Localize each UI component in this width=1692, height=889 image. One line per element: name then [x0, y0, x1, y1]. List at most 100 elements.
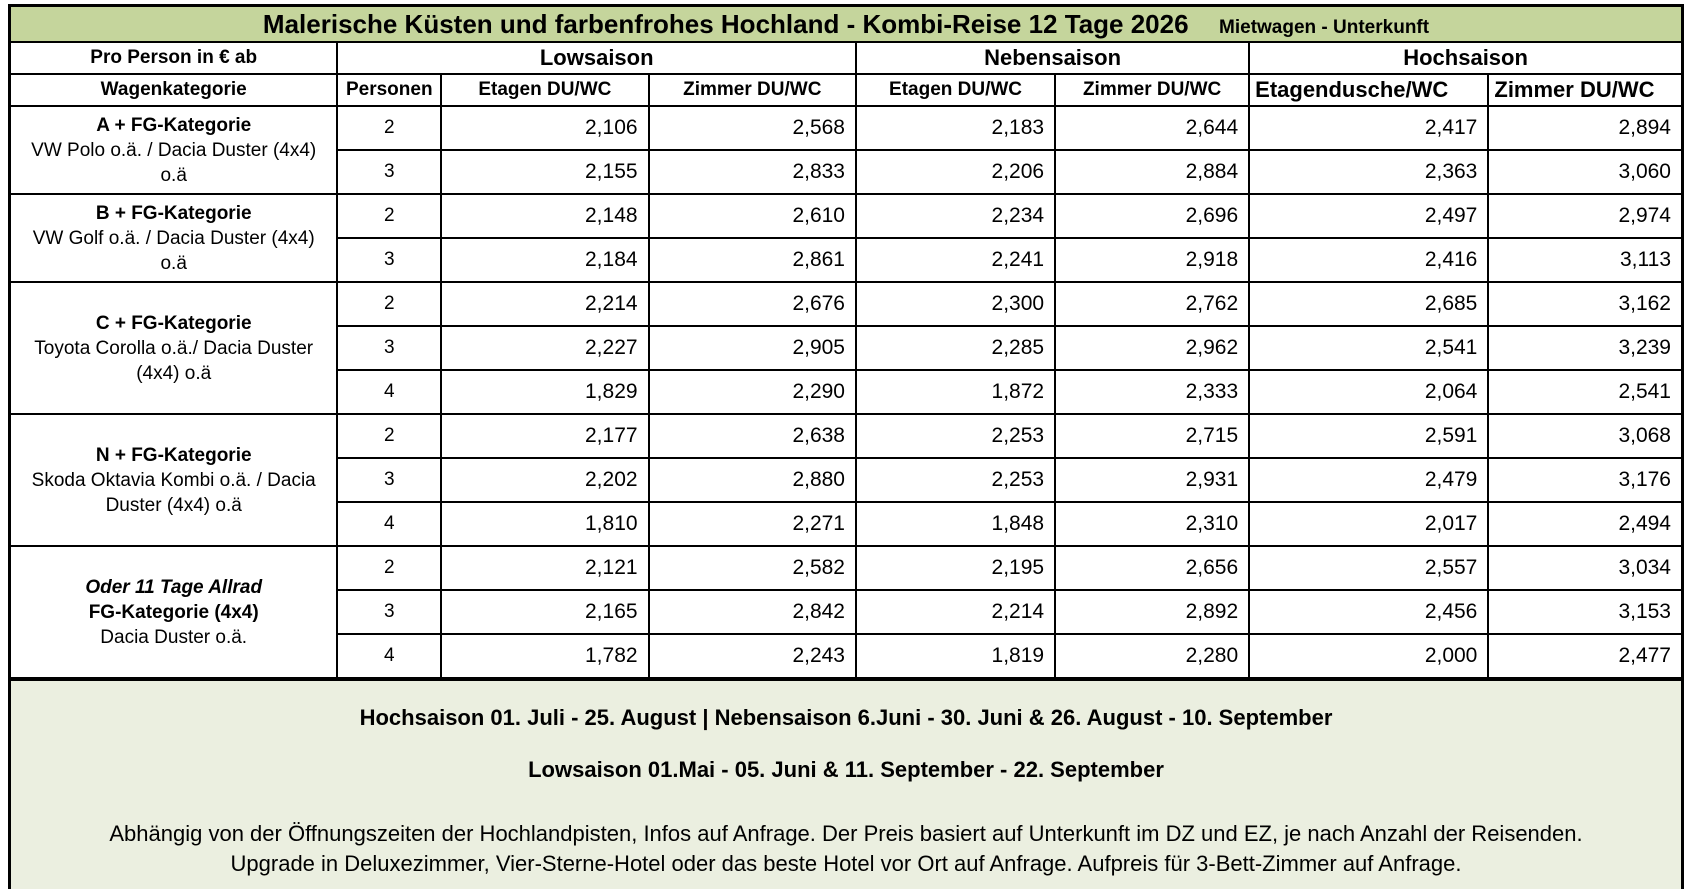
price-cell: 2,833 [647, 149, 858, 195]
price-cell: 2,696 [1054, 193, 1251, 239]
footer-note-line-1: Abhängig von der Öffnungszeiten der Hoch… [109, 821, 1583, 846]
price-row: Oder 11 Tage Allrad FG-Kategorie (4x4) Dac… [8, 545, 1684, 680]
price-cell: 1,848 [854, 501, 1057, 547]
page-title: Malerische Küsten und farbenfrohes Hochl… [262, 8, 1189, 39]
price-cell: 2,017 [1248, 501, 1490, 547]
price-cell: 3,034 [1487, 545, 1684, 591]
price-cell: 2,214 [854, 589, 1057, 635]
price-cell: 2,416 [1248, 237, 1490, 283]
price-cell: 3,239 [1487, 325, 1684, 371]
category-line: FG-Kategorie (4x4) [88, 601, 259, 623]
price-cell: 2,300 [854, 281, 1057, 327]
price-cell: 1,872 [854, 369, 1057, 415]
price-cell: 1,819 [854, 633, 1057, 680]
price-row: 4 1,810 2,271 1,848 2,310 2,017 2,494 [10, 501, 1684, 547]
header-low-zimmer: Zimmer DU/WC [647, 73, 858, 107]
header-lowsaison: Lowsaison [336, 41, 857, 75]
price-cell: 2,676 [647, 281, 858, 327]
price-cell: 2,121 [440, 545, 650, 591]
persons-cell: 2 [336, 105, 443, 151]
page-subtitle: Mietwagen - Unterkunft [1219, 16, 1430, 38]
price-cell: 2,333 [1054, 369, 1251, 415]
price-cell: 3,153 [1487, 589, 1684, 635]
price-cell: 3,068 [1487, 413, 1684, 459]
persons-cell: 3 [336, 457, 443, 503]
price-cell: 2,656 [1054, 545, 1251, 591]
header-pro-person: Pro Person in € ab [8, 41, 339, 75]
footer-notes: Hochsaison 01. Juli - 25. August | Neben… [8, 681, 1684, 889]
price-cell: 2,195 [854, 545, 1057, 591]
price-cell: 1,829 [440, 369, 650, 415]
price-cell: 2,183 [854, 105, 1057, 151]
price-cell: 2,568 [647, 105, 858, 151]
persons-cell: 3 [336, 325, 443, 371]
category-line: o.ä [160, 252, 187, 274]
price-cell: 2,417 [1248, 105, 1490, 151]
category-line: Skoda Oktavia Kombi o.ä. / Dacia [31, 469, 316, 491]
price-cell: 2,148 [440, 193, 650, 239]
price-cell: 2,931 [1054, 457, 1251, 503]
price-cell: 2,363 [1248, 149, 1490, 195]
price-cell: 2,644 [1054, 105, 1251, 151]
season-header-row: Pro Person in € ab Lowsaison Nebensaison… [8, 41, 1684, 75]
price-cell: 2,155 [440, 149, 650, 195]
category-line: A + FG-Kategorie [96, 114, 252, 136]
price-cell: 2,497 [1248, 193, 1490, 239]
price-cell: 2,541 [1487, 369, 1684, 415]
header-personen: Personen [336, 73, 443, 107]
persons-cell: 4 [336, 501, 443, 547]
price-cell: 2,842 [647, 589, 858, 635]
price-row: 3 2,165 2,842 2,214 2,892 2,456 3,153 [10, 589, 1684, 635]
price-row: C + FG-Kategorie Toyota Corolla o.ä./ Dac… [8, 281, 1684, 415]
category-cell: Oder 11 Tage Allrad FG-Kategorie (4x4) Dac… [8, 545, 339, 680]
price-cell: 2,290 [647, 369, 858, 415]
header-hoch-etagendusche: Etagendusche/WC [1248, 73, 1490, 107]
price-cell: 2,685 [1248, 281, 1490, 327]
price-cell: 2,064 [1248, 369, 1490, 415]
price-row: 3 2,184 2,861 2,241 2,918 2,416 3,113 [10, 237, 1684, 283]
price-cell: 2,000 [1248, 633, 1490, 680]
price-cell: 2,905 [647, 325, 858, 371]
persons-cell: 2 [336, 281, 443, 327]
category-cell: N + FG-Kategorie Skoda Oktavia Kombi o.ä.… [8, 413, 339, 547]
price-cell: 2,177 [440, 413, 650, 459]
header-wagenkategorie: Wagenkategorie [8, 73, 339, 107]
header-hochsaison: Hochsaison [1248, 41, 1684, 75]
price-cell: 2,271 [647, 501, 858, 547]
category-cell: A + FG-Kategorie VW Polo o.ä. / Dacia Dus… [8, 105, 339, 195]
category-line: B + FG-Kategorie [95, 202, 252, 224]
price-cell: 3,162 [1487, 281, 1684, 327]
price-cell: 2,962 [1054, 325, 1251, 371]
price-cell: 2,880 [647, 457, 858, 503]
category-line: (4x4) o.ä [136, 362, 212, 384]
category-line: VW Polo o.ä. / Dacia Duster (4x4) [31, 139, 317, 161]
price-table: Malerische Küsten und farbenfrohes Hochl… [8, 4, 1684, 681]
price-cell: 2,310 [1054, 501, 1251, 547]
price-cell: 2,243 [647, 633, 858, 680]
price-cell: 1,810 [440, 501, 650, 547]
price-cell: 2,241 [854, 237, 1057, 283]
price-row: B + FG-Kategorie VW Golf o.ä. / Dacia Dus… [8, 193, 1684, 283]
price-cell: 2,884 [1054, 149, 1251, 195]
price-row: 3 2,155 2,833 2,206 2,884 2,363 3,060 [10, 149, 1684, 195]
price-cell: 2,591 [1248, 413, 1490, 459]
price-cell: 2,234 [854, 193, 1057, 239]
price-cell: 3,060 [1487, 149, 1684, 195]
header-neben-etagen: Etagen DU/WC [854, 73, 1057, 107]
table-title: Malerische Küsten und farbenfrohes Hochl… [8, 4, 1684, 43]
season-dates-line-2: Lowsaison 01.Mai - 05. Juni & 11. Septem… [528, 757, 1164, 782]
price-cell: 2,582 [647, 545, 858, 591]
persons-cell: 3 [336, 237, 443, 283]
price-cell: 2,479 [1248, 457, 1490, 503]
price-cell: 2,214 [440, 281, 650, 327]
price-row: A + FG-Kategorie VW Polo o.ä. / Dacia Dus… [8, 105, 1684, 195]
price-cell: 2,106 [440, 105, 650, 151]
price-cell: 2,184 [440, 237, 650, 283]
price-cell: 2,477 [1487, 633, 1684, 680]
price-cell: 2,861 [647, 237, 858, 283]
price-row: 4 1,782 2,243 1,819 2,280 2,000 2,477 [10, 633, 1684, 680]
price-row: 3 2,227 2,905 2,285 2,962 2,541 3,239 [10, 325, 1684, 371]
price-cell: 2,762 [1054, 281, 1251, 327]
category-cell: B + FG-Kategorie VW Golf o.ä. / Dacia Dus… [8, 193, 339, 283]
price-cell: 1,782 [440, 633, 650, 680]
